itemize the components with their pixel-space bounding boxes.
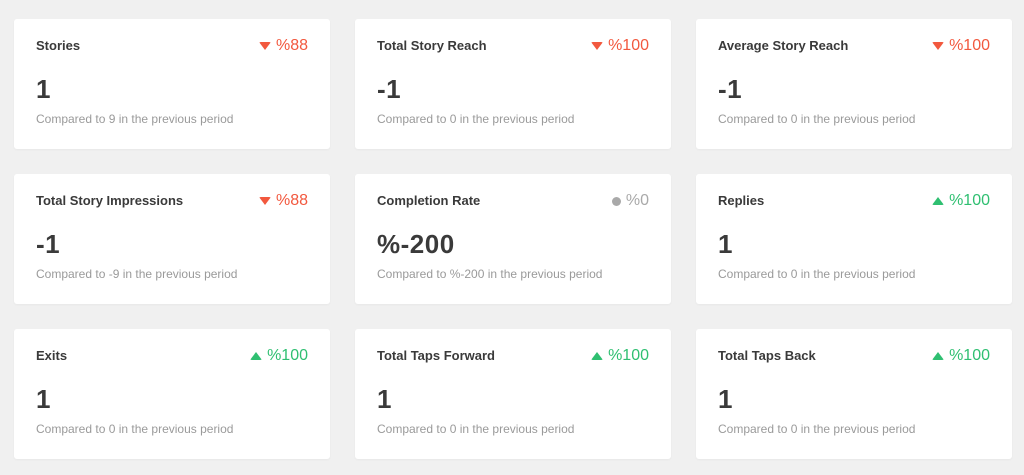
metric-card-average-story-reach: Average Story Reach %100 -1 Compared to … <box>696 19 1012 149</box>
change-indicator: %100 <box>932 192 990 210</box>
change-indicator: %100 <box>591 37 649 55</box>
change-percent: %100 <box>608 37 649 54</box>
change-percent: %88 <box>275 37 308 54</box>
metric-card-replies: Replies %100 1 Compared to 0 in the prev… <box>696 174 1012 304</box>
card-title: Total Story Impressions <box>36 193 184 208</box>
caret-down-icon <box>258 42 271 50</box>
metric-value: 1 <box>718 384 733 414</box>
metric-value: 1 <box>718 229 733 259</box>
card-title: Total Story Reach <box>377 38 487 53</box>
change-indicator: %100 <box>591 347 649 365</box>
caret-down-icon <box>932 42 945 50</box>
metric-card-exits: Exits %100 1 Compared to 0 in the previo… <box>14 329 330 459</box>
change-indicator: %88 <box>258 37 308 55</box>
change-indicator: %100 <box>250 347 308 365</box>
card-title: Exits <box>36 348 68 363</box>
change-percent: %100 <box>949 37 990 54</box>
caret-up-icon <box>250 352 263 360</box>
card-title: Replies <box>718 193 765 208</box>
metric-value: 1 <box>377 384 392 414</box>
change-percent: %88 <box>275 192 308 209</box>
metric-card-total-taps-forward: Total Taps Forward %100 1 Compared to 0 … <box>355 329 671 459</box>
comparison-text: Compared to %-200 in the previous period <box>377 267 603 281</box>
metric-card-total-taps-back: Total Taps Back %100 1 Compared to 0 in … <box>696 329 1012 459</box>
metric-card-total-story-impressions: Total Story Impressions %88 -1 Compared … <box>14 174 330 304</box>
change-percent: %100 <box>267 347 308 364</box>
metric-value: 1 <box>36 384 51 414</box>
metric-value: %-200 <box>377 229 455 259</box>
metric-card-completion-rate: Completion Rate %0 %-200 Compared to %-2… <box>355 174 671 304</box>
metric-card-stories: Stories %88 1 Compared to 9 in the previ… <box>14 19 330 149</box>
change-indicator: %100 <box>932 347 990 365</box>
comparison-text: Compared to 0 in the previous period <box>718 422 916 436</box>
metrics-grid: Stories %88 1 Compared to 9 in the previ… <box>14 19 1012 459</box>
card-title: Completion Rate <box>377 193 481 208</box>
card-title: Stories <box>36 38 81 53</box>
comparison-text: Compared to 0 in the previous period <box>718 112 916 126</box>
change-percent: %0 <box>625 192 649 209</box>
change-indicator: %0 <box>611 192 649 210</box>
metric-value: -1 <box>36 229 61 259</box>
comparison-text: Compared to 0 in the previous period <box>36 422 234 436</box>
change-percent: %100 <box>949 347 990 364</box>
caret-up-icon <box>591 352 604 360</box>
card-title: Total Taps Back <box>718 348 816 363</box>
card-title: Average Story Reach <box>718 38 849 53</box>
metric-value: -1 <box>718 74 743 104</box>
change-percent: %100 <box>608 347 649 364</box>
metric-card-total-story-reach: Total Story Reach %100 -1 Compared to 0 … <box>355 19 671 149</box>
comparison-text: Compared to 9 in the previous period <box>36 112 234 126</box>
comparison-text: Compared to 0 in the previous period <box>377 422 575 436</box>
dot-icon <box>611 196 621 206</box>
metric-value: 1 <box>36 74 51 104</box>
caret-up-icon <box>932 352 945 360</box>
caret-down-icon <box>591 42 604 50</box>
card-title: Total Taps Forward <box>377 348 495 363</box>
caret-up-icon <box>932 197 945 205</box>
comparison-text: Compared to 0 in the previous period <box>718 267 916 281</box>
change-percent: %100 <box>949 192 990 209</box>
change-indicator: %100 <box>932 37 990 55</box>
change-indicator: %88 <box>258 192 308 210</box>
caret-down-icon <box>258 197 271 205</box>
metric-value: -1 <box>377 74 402 104</box>
comparison-text: Compared to 0 in the previous period <box>377 112 575 126</box>
comparison-text: Compared to -9 in the previous period <box>36 267 238 281</box>
